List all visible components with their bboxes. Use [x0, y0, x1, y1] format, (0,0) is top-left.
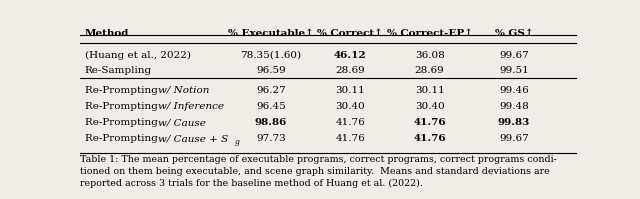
Text: 99.48: 99.48	[499, 102, 529, 111]
Text: % Correct↑: % Correct↑	[317, 29, 383, 38]
Text: 28.69: 28.69	[415, 66, 445, 75]
Text: 41.76: 41.76	[413, 134, 446, 143]
Text: 99.83: 99.83	[498, 118, 530, 127]
Text: 41.76: 41.76	[413, 118, 446, 127]
Text: 99.51: 99.51	[499, 66, 529, 75]
Text: 30.11: 30.11	[335, 86, 365, 95]
Text: 99.67: 99.67	[499, 51, 529, 60]
Text: 41.76: 41.76	[335, 118, 365, 127]
Text: w/ Cause: w/ Cause	[158, 118, 205, 127]
Text: Re-Prompting: Re-Prompting	[85, 134, 161, 143]
Text: % Correct-EP↑: % Correct-EP↑	[387, 29, 473, 38]
Text: 99.67: 99.67	[499, 134, 529, 143]
Text: 41.76: 41.76	[335, 134, 365, 143]
Text: 99.46: 99.46	[499, 86, 529, 95]
Text: w/ Cause + S: w/ Cause + S	[158, 134, 228, 143]
Text: 30.11: 30.11	[415, 86, 445, 95]
Text: Method: Method	[85, 29, 129, 38]
Text: 98.86: 98.86	[255, 118, 287, 127]
Text: Re-Sampling: Re-Sampling	[85, 66, 152, 75]
Text: 36.08: 36.08	[415, 51, 445, 60]
Text: w/ Inference: w/ Inference	[158, 102, 224, 111]
Text: w/ Notion: w/ Notion	[158, 86, 209, 95]
Text: % GS↑: % GS↑	[495, 29, 533, 38]
Text: 28.69: 28.69	[335, 66, 365, 75]
Text: (Huang et al., 2022): (Huang et al., 2022)	[85, 51, 191, 60]
Text: 30.40: 30.40	[415, 102, 445, 111]
Text: 78.35(1.60): 78.35(1.60)	[241, 51, 301, 60]
Text: % Executable↑: % Executable↑	[228, 29, 314, 38]
Text: Table 1: The mean percentage of executable programs, correct programs, correct p: Table 1: The mean percentage of executab…	[80, 155, 557, 188]
Text: 96.59: 96.59	[256, 66, 286, 75]
Text: Re-Prompting: Re-Prompting	[85, 118, 161, 127]
Text: 30.40: 30.40	[335, 102, 365, 111]
Text: 96.27: 96.27	[256, 86, 286, 95]
Text: 96.45: 96.45	[256, 102, 286, 111]
Text: 46.12: 46.12	[334, 51, 367, 60]
Text: g: g	[235, 138, 240, 146]
Text: 97.73: 97.73	[256, 134, 286, 143]
Text: Re-Prompting: Re-Prompting	[85, 86, 161, 95]
Text: Re-Prompting: Re-Prompting	[85, 102, 161, 111]
